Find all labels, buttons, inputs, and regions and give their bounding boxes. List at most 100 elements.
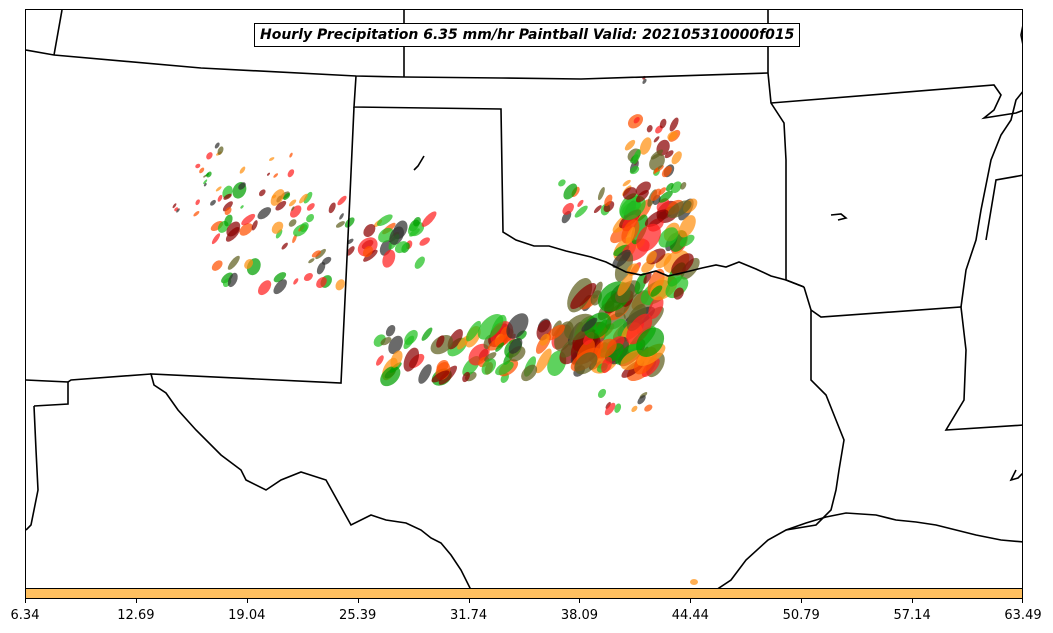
precip-blob [288,199,297,207]
precip-blob [404,329,418,345]
border-line [810,306,1022,431]
precip-blob [612,249,631,269]
precip-blob [206,171,212,178]
map-panel: Hourly Precipitation 6.35 mm/hr Paintbal… [25,9,1023,589]
precip-blob [614,251,634,282]
border-line [149,106,471,588]
colorbar-tick [801,599,802,603]
precip-blob [413,216,421,227]
precip-blob [306,213,315,223]
precip-blob [394,241,409,254]
precip-blob [390,350,403,368]
precip-blob [241,213,256,226]
precip-blob [214,142,220,149]
precip-blob [382,249,396,268]
border-line [1020,25,1022,45]
precip-blob [339,213,344,220]
precip-blob [658,190,673,203]
precip-blob [251,220,258,231]
precip-blob [421,327,433,341]
precip-blob [648,296,664,319]
precip-blob [306,203,315,211]
precip-blob [275,200,287,211]
colorbar-tick-label: 19.04 [228,608,266,623]
precip-blob [632,149,641,165]
precip-blob [624,139,636,151]
precip-blob [281,242,288,250]
precip-blob [414,256,425,269]
precip-blob [570,283,597,309]
colorbar-tick-label: 38.09 [560,608,599,623]
precip-blob [215,186,222,192]
precip-blob [629,166,640,175]
precip-blob [303,191,313,204]
precip-blob [477,314,504,340]
precip-blob [669,117,679,132]
precip-blob [679,215,696,238]
border-line [26,49,769,80]
precip-blob [594,338,617,359]
precip-blob [316,276,327,289]
colorbar-tick-label: 6.34 [10,608,40,623]
precip-blob [418,364,432,384]
precip-blob [539,333,550,346]
precip-blob [625,226,636,245]
border-line [770,84,1022,120]
precip-blob [211,260,223,271]
colorbar [25,588,1023,599]
precip-blob [269,157,275,161]
border-line [53,10,63,56]
precip-blob [521,364,538,382]
precip-blob [409,228,420,237]
precip-blob [267,172,270,176]
precip-blob [275,229,283,239]
border-line [960,91,1022,308]
precip-blob [227,272,238,288]
state-boundaries [26,10,1022,588]
precip-blob [206,152,213,160]
precip-blob [673,287,684,300]
precip-blob [303,272,313,282]
precip-blob [665,182,674,192]
colorbar-tick-label: 63.49 [1004,608,1042,623]
precip-blob [203,179,208,185]
precip-blob [581,317,598,332]
precip-blob [667,131,678,141]
precip-blob [291,206,295,211]
precip-blob [617,273,633,297]
precip-blob [680,181,687,190]
precip-blob [481,358,497,375]
precip-blob [574,352,598,375]
precip-blob [172,203,177,209]
precip-blob [635,181,651,196]
precip-blob [597,388,607,398]
precip-blob [273,279,287,295]
precip-blob [558,179,566,187]
precip-blob [195,163,201,169]
precip-blob [363,224,376,237]
precip-blob [658,227,679,248]
precip-blob [653,167,659,175]
border-line [985,174,1022,241]
border-line [26,379,69,407]
precip-blob [671,151,682,165]
precip-blob [644,209,669,227]
precip-blob [328,202,336,214]
precip-blob [288,219,297,227]
precip-blob [637,395,646,405]
border-line [413,155,425,171]
precip-blob [292,234,297,244]
precip-blob [592,281,603,299]
precip-blob [316,262,326,275]
precip-blob [226,221,241,237]
precip-blob [223,193,232,200]
precip-blob [240,205,244,209]
precip-blob [210,199,216,206]
border-line [830,213,848,221]
precip-blob [244,259,254,269]
precip-blob [195,199,200,206]
precip-blob [495,342,505,352]
precip-blob [659,118,667,129]
precip-blob [376,355,384,366]
precip-blob [563,183,578,200]
